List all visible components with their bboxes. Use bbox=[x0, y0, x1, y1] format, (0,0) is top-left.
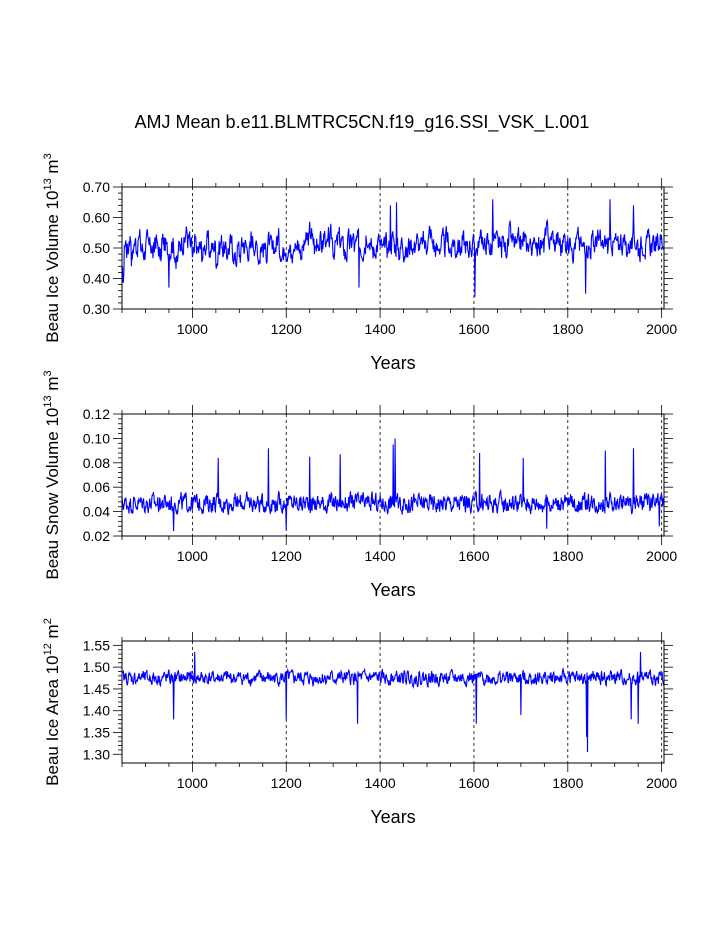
y-tick-label: 0.04 bbox=[83, 504, 110, 520]
x-tick-label: 1200 bbox=[271, 548, 302, 564]
x-tick-label: 1400 bbox=[365, 321, 396, 337]
y-tick-label: 1.30 bbox=[83, 746, 110, 762]
x-tick-label: 1000 bbox=[177, 775, 208, 791]
x-tick-label: 1200 bbox=[271, 775, 302, 791]
x-tick-label: 1800 bbox=[552, 321, 583, 337]
snow-volume-panel: 1000 1200 1400 1600 1800 2000 0.02 0.04 0.06 0.08… bbox=[42, 370, 677, 600]
series-line bbox=[121, 199, 665, 297]
y-tick-label: 0.60 bbox=[83, 210, 110, 226]
x-axis-label: Years bbox=[370, 807, 415, 827]
y-tick-label: 1.50 bbox=[83, 659, 110, 675]
y-tick-label: 0.70 bbox=[83, 179, 110, 195]
x-tick-label: 1400 bbox=[365, 548, 396, 564]
x-tick-label: 1800 bbox=[552, 548, 583, 564]
y-tick-label: 0.12 bbox=[83, 406, 110, 422]
y-tick-label: 0.06 bbox=[83, 479, 110, 495]
y-tick-label: 0.10 bbox=[83, 430, 110, 446]
plot-frame bbox=[121, 640, 665, 764]
x-tick-label: 1800 bbox=[552, 775, 583, 791]
y-tick-label: 1.35 bbox=[83, 725, 110, 741]
x-tick-label: 1400 bbox=[365, 775, 396, 791]
series-line bbox=[121, 438, 665, 532]
y-tick-label: 0.30 bbox=[83, 301, 110, 317]
ice-area-panel: 1000 1200 1400 1600 1800 2000 1.30 1.35 1.40 1.45… bbox=[42, 618, 677, 827]
ice-volume-panel: 1000 1200 1400 1600 1800 2000 0.30 0.40 0.50 0.60… bbox=[42, 153, 677, 373]
y-axis-label: Beau Snow Volume 1013 m3 bbox=[42, 370, 62, 579]
x-tick-label: 1000 bbox=[177, 548, 208, 564]
y-tick-label: 0.02 bbox=[83, 528, 110, 544]
y-tick-label: 0.08 bbox=[83, 455, 110, 471]
y-tick-label: 0.50 bbox=[83, 240, 110, 256]
y-axis-label: Beau Ice Volume 1013 m3 bbox=[42, 153, 62, 342]
x-tick-label: 2000 bbox=[646, 548, 677, 564]
y-tick-label: 1.55 bbox=[83, 637, 110, 653]
y-tick-label: 1.40 bbox=[83, 703, 110, 719]
figure-title: AMJ Mean b.e11.BLMTRC5CN.f19_g16.SSI_VSK… bbox=[135, 112, 590, 133]
plot-frame bbox=[121, 413, 665, 537]
x-tick-label: 2000 bbox=[646, 775, 677, 791]
y-tick-label: 1.45 bbox=[83, 681, 110, 697]
x-tick-label: 1600 bbox=[458, 775, 489, 791]
x-axis-label: Years bbox=[370, 353, 415, 373]
series-line bbox=[121, 651, 665, 753]
y-tick-label: 0.40 bbox=[83, 271, 110, 287]
x-tick-label: 1200 bbox=[271, 321, 302, 337]
y-axis-label: Beau Ice Area 1012 m2 bbox=[42, 618, 62, 786]
x-tick-label: 1000 bbox=[177, 321, 208, 337]
x-tick-label: 2000 bbox=[646, 321, 677, 337]
x-tick-label: 1600 bbox=[458, 321, 489, 337]
x-axis-label: Years bbox=[370, 580, 415, 600]
x-tick-label: 1600 bbox=[458, 548, 489, 564]
